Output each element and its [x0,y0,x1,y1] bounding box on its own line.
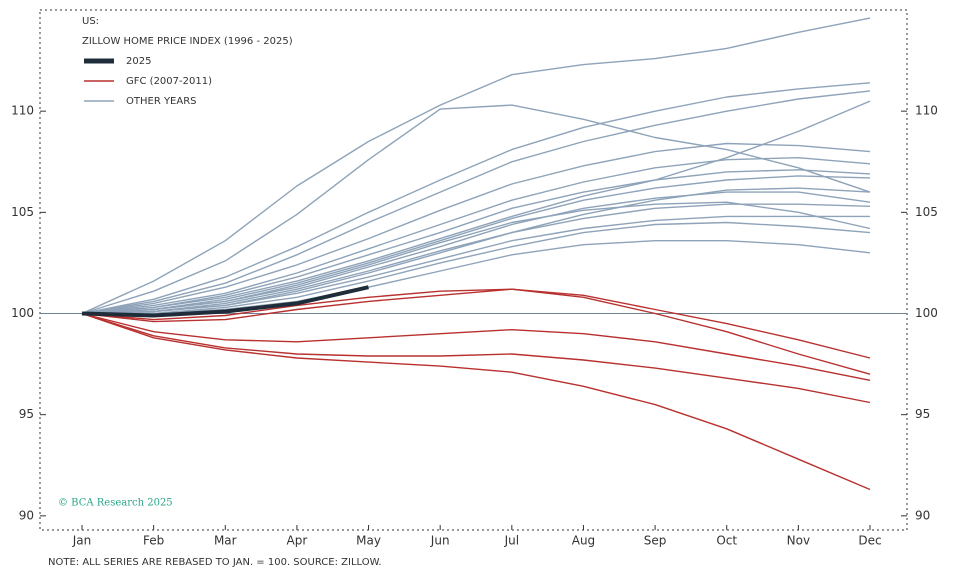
series-line [81,169,871,315]
y2-tick-label: 95 [915,407,930,421]
series-line [81,191,871,315]
y-tick-label: 105 [11,205,34,219]
y-tick-label: 100 [11,306,34,320]
chart-subtitle: ZILLOW HOME PRICE INDEX (1996 - 2025) [82,36,293,47]
series-line [81,175,871,315]
footnote: NOTE: ALL SERIES ARE REBASED TO JAN. = 1… [48,557,382,568]
copyright: © BCA Research 2025 [58,498,173,509]
series-line [81,288,871,375]
legend-label: 2025 [126,56,151,67]
x-tick-label: Jun [430,534,450,548]
series-line [81,100,871,315]
x-tick-label: Sep [644,534,667,548]
series-line [81,104,871,315]
x-tick-label: Jan [72,534,92,548]
series-line [81,90,871,315]
series-line [81,312,871,381]
x-tick-label: Feb [143,534,164,548]
y2-tick-label: 100 [915,306,938,320]
series-line [81,17,871,315]
series-line [82,221,871,315]
series-line [81,312,871,491]
series-line [81,142,871,315]
legend-label: OTHER YEARS [126,96,197,107]
series-line [81,288,871,359]
plot-border [39,9,908,531]
x-tick-label: May [356,534,381,548]
series-line [81,312,871,404]
x-tick-label: Mar [214,534,237,548]
series-line [81,201,871,315]
y2-tick-label: 90 [915,508,930,522]
x-tick-label: Aug [572,534,595,548]
x-tick-label: Dec [858,534,881,548]
y-tick-label: 90 [19,508,34,522]
series-line [81,157,871,315]
series-line [81,187,871,315]
y-tick-label: 95 [19,407,34,421]
x-tick-label: Nov [787,534,810,548]
series-line [81,82,871,315]
y2-tick-label: 105 [915,205,938,219]
x-tick-label: Apr [287,534,308,548]
y2-tick-label: 110 [915,104,938,118]
chart-title: US: [82,16,99,27]
x-tick-label: Jul [504,534,519,548]
legend-label: GFC (2007-2011) [126,76,212,87]
series-line [81,285,369,318]
y-tick-label: 110 [11,104,34,118]
x-tick-label: Oct [716,534,737,548]
